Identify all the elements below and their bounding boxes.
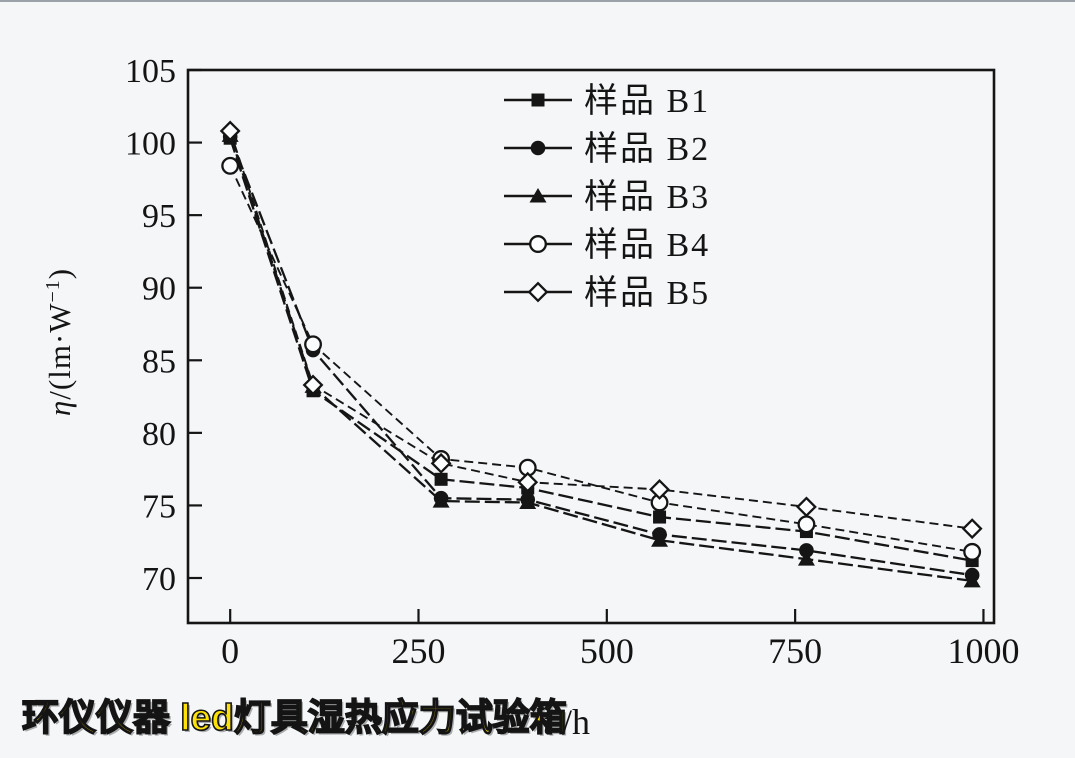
series-b5-point-3 [517,471,539,493]
legend-marker-b4 [529,235,547,253]
y-axis-title: η/(lm·W−1) [42,268,78,416]
series-b1-point-4 [653,510,667,524]
legend-marker-b5 [527,281,549,303]
x-axis-title: t /h [543,701,590,743]
series-b1-point-2 [434,472,448,486]
legend-label-b4: 样品 B4 [584,226,710,264]
series-b3-point-3 [519,494,537,510]
series-b3-point-4 [651,532,669,547]
x-tick-label-500: 500 [580,631,634,671]
y-tick-label-70: 70 [142,561,176,598]
legend-marker-b1 [531,93,545,107]
series-b5-point-1 [302,374,324,396]
y-axis-unit-exponent: −1 [41,279,64,303]
y-tick-label-80: 80 [142,416,176,453]
y-tick-label-100: 100 [125,126,176,163]
x-axis-unit: /h [553,702,591,742]
legend-label-b2: 样品 B2 [584,130,710,168]
series-b5-point-5 [796,496,817,518]
x-tick-label-750: 750 [768,631,822,671]
y-axis-unit-close: ) [42,267,78,280]
x-axis-symbol: t [543,702,554,742]
series-b4-point-5 [797,515,816,534]
legend-label-b1: 样品 B1 [584,82,710,120]
y-tick-label-105: 105 [125,53,176,90]
series-b5-point-2 [430,452,452,474]
x-tick-label-0: 0 [221,631,239,671]
legend-marker-b2 [530,140,546,156]
series-b3-point-2 [432,493,450,508]
series-b3-point-5 [797,551,815,566]
y-tick-label-85: 85 [142,343,176,380]
x-tick-label-250: 250 [392,631,446,671]
y-tick-label-75: 75 [142,488,176,525]
series-b5-point-0 [219,120,241,142]
y-axis-unit-open: /(lm·W [42,302,78,400]
x-tick-label-1000: 1000 [947,631,1019,671]
series-b4-point-0 [221,156,240,175]
plot-frame [186,68,996,625]
series-b3-point-6 [963,572,981,588]
y-axis-symbol: η [42,399,78,417]
series-b2-point-5 [799,543,814,558]
y-tick-label-90: 90 [142,271,176,308]
series-b5-point-6 [961,518,983,540]
top-border-strip [0,0,1075,2]
legend-marker-b3 [529,188,547,203]
watermark-caption: 环仪仪器 led灯具湿热应力试验箱 [21,696,567,739]
series-b5-point-4 [649,479,670,500]
series-b4-point-6 [963,542,982,561]
y-tick-label-95: 95 [142,198,176,235]
legend-label-b5: 样品 B5 [584,274,710,312]
series-b4-point-1 [304,335,322,354]
legend-label-b3: 样品 B3 [584,178,710,216]
series-line-b4 [229,165,973,553]
